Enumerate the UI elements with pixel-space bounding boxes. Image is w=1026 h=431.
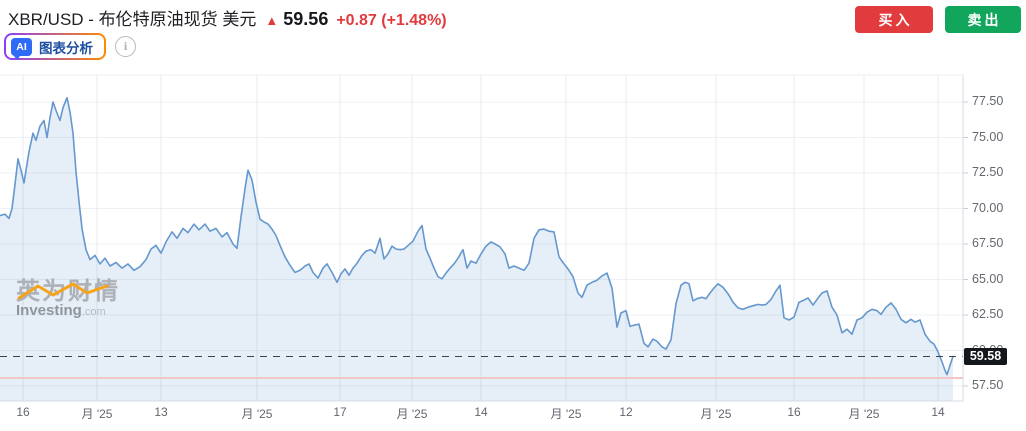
current-price-badge: 59.58 [964,347,1007,365]
x-axis-label: 16 [787,405,801,419]
sell-button[interactable]: 卖出 [945,6,1021,33]
x-axis-label: 13 [154,405,168,419]
y-axis-label: 75.00 [972,129,1004,144]
buy-button[interactable]: 买入 [855,6,933,33]
x-axis-label: 月 '25 [700,407,732,421]
x-axis-label: 16 [16,405,30,419]
x-axis-label: 12 [619,405,633,419]
y-axis-label: 77.50 [972,94,1004,108]
x-axis-label: 月 '25 [848,407,880,421]
ai-chart-analysis-button[interactable]: AI 图表分析 [4,33,106,60]
x-axis-label: 月 '25 [396,407,428,421]
instrument-title: XBR/USD - 布伦特原油现货 美元 [8,10,257,29]
y-axis-label: 67.50 [972,236,1004,250]
ai-icon: AI [11,37,32,60]
price-up-arrow-icon: ▲ [265,13,279,28]
y-axis-label: 72.50 [972,165,1004,179]
ai-toolbar: AI 图表分析 i [4,33,136,60]
x-axis-label: 14 [931,405,945,419]
instrument-header: XBR/USD - 布伦特原油现货 美元 ▲ 59.56 +0.87 (+1.4… [8,5,447,30]
x-axis-label: 14 [474,405,488,419]
ai-button-label: 图表分析 [39,40,93,56]
x-axis-label: 月 '25 [241,407,273,421]
x-axis-label: 月 '25 [550,407,582,421]
y-axis-label: 70.00 [972,200,1004,215]
info-icon[interactable]: i [115,36,136,57]
y-axis-label: 57.50 [972,378,1004,392]
last-price: 59.56 [283,9,329,29]
x-axis-label: 月 '25 [81,407,113,421]
y-axis-label: 65.00 [972,271,1004,286]
chart-line [0,96,954,376]
y-axis-label: 62.50 [972,307,1004,321]
chart-area-fill [0,97,953,401]
x-axis-label: 17 [333,405,347,419]
price-change: +0.87 (+1.48%) [336,12,447,29]
